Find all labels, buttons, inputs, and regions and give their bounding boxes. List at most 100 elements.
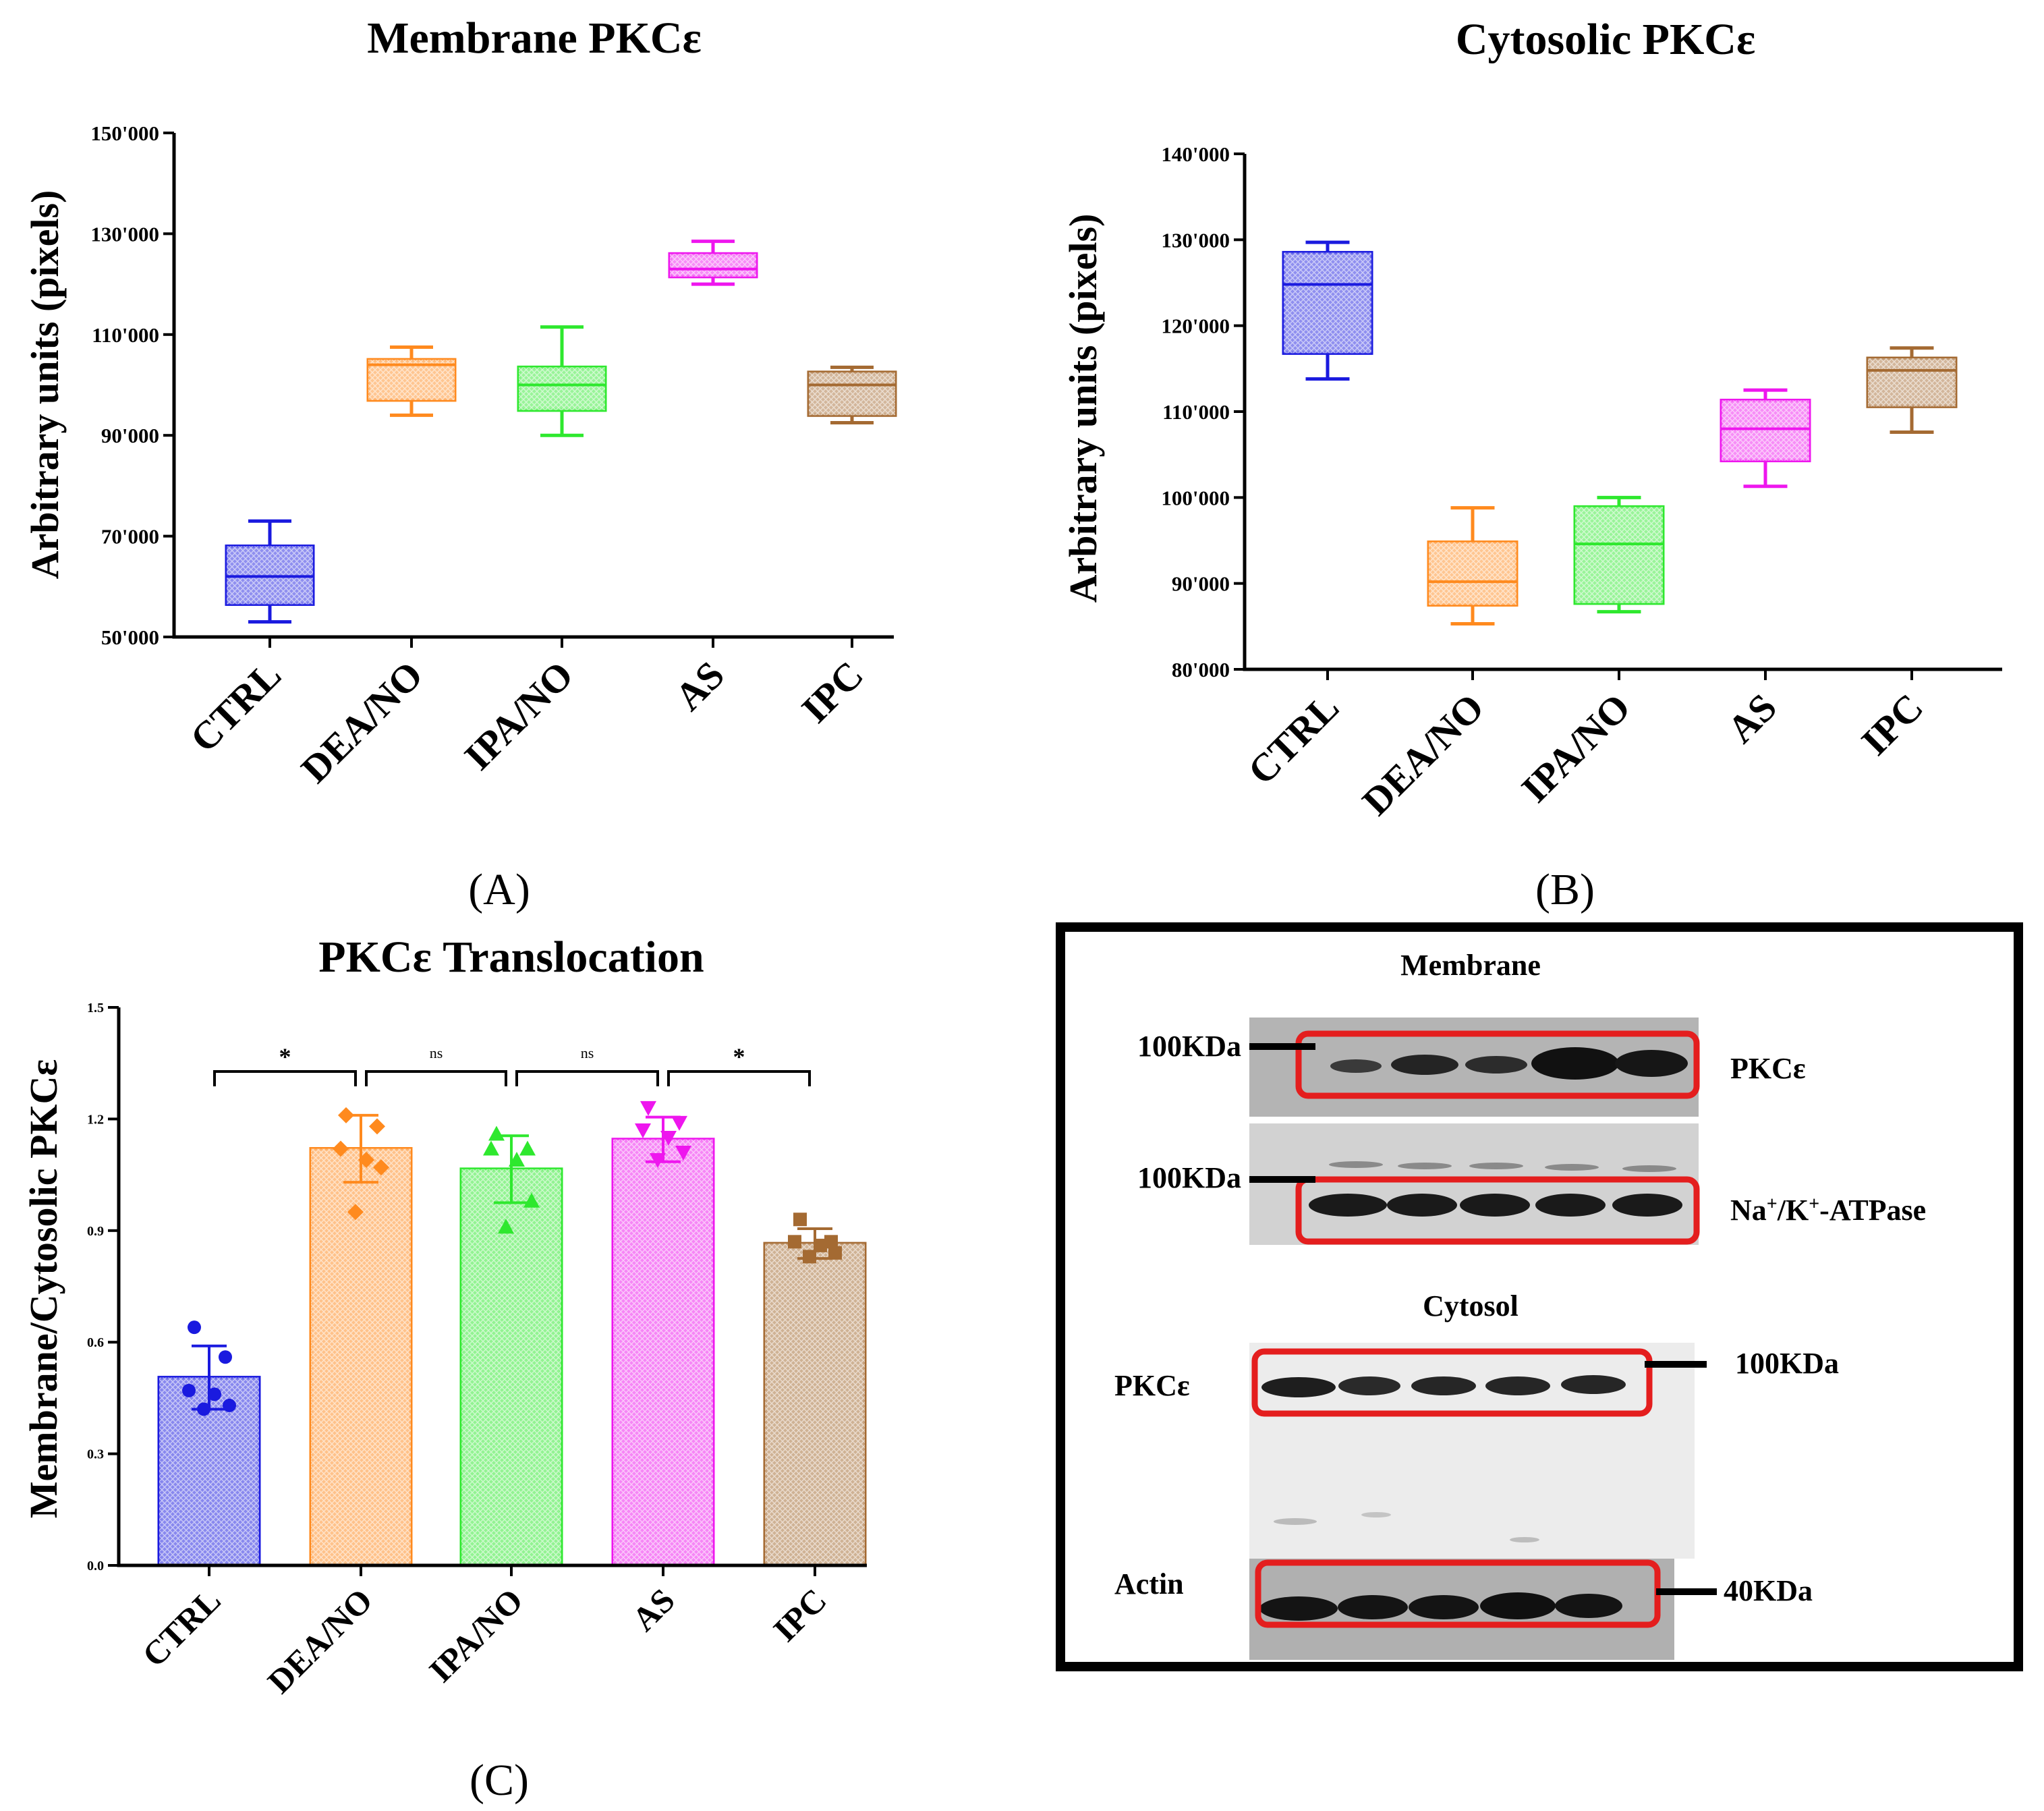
- mw-label: 100KDa: [1137, 1030, 1241, 1063]
- data-point: [824, 1235, 838, 1249]
- y-tick-label: 0.6: [87, 1335, 104, 1350]
- x-tick-label: IPA/NO: [1513, 685, 1639, 810]
- axis-lines: [172, 133, 894, 639]
- data-point: [635, 1123, 651, 1138]
- box-hatch: [519, 367, 605, 410]
- data-point: [675, 1146, 691, 1161]
- chart-title: Membrane PKCε: [367, 13, 702, 63]
- x-axis-ticks: CTRL DEA/NO IPA/NO AS IPC: [135, 1565, 834, 1700]
- bar-hatch: [311, 1148, 411, 1565]
- cytosol-heading: Cytosol: [1423, 1289, 1518, 1322]
- box-hatch: [1868, 358, 1956, 407]
- y-tick-label: 50'000: [101, 625, 159, 649]
- data-point: [223, 1398, 236, 1412]
- x-tick-label: AS: [666, 652, 733, 719]
- significance-label: ns: [430, 1044, 443, 1061]
- data-point: [358, 1152, 374, 1169]
- y-tick-label: 0.9: [87, 1224, 104, 1239]
- protein-label: Na+/K+-ATPase: [1730, 1194, 1926, 1227]
- data-point: [828, 1246, 842, 1260]
- bar-ctrl: [157, 1320, 261, 1567]
- box-hatch: [670, 254, 756, 277]
- data-point: [182, 1383, 196, 1397]
- protein-label: PKCε: [1730, 1052, 1806, 1085]
- x-tick-label: AS: [1719, 685, 1785, 751]
- x-tick-label: DEA/NO: [260, 1581, 380, 1700]
- data-point: [338, 1107, 354, 1123]
- box-hatch: [809, 372, 895, 416]
- blot-strip-membrane-atpase: [1249, 1123, 1700, 1245]
- plot-area: [1282, 240, 1958, 626]
- panel-label-a: (A): [468, 865, 530, 914]
- chart-title: Cytosolic PKCε: [1456, 15, 1755, 64]
- data-point: [197, 1402, 210, 1416]
- x-axis-ticks: CTRL DEA/NO IPA/NO AS IPC: [1239, 669, 1931, 824]
- y-tick-label: 130'000: [1161, 228, 1230, 252]
- chart-cytosolic-pkc: Cytosolic PKCε Arbitrary units (pixels) …: [1061, 15, 2002, 914]
- significance-label: ns: [581, 1044, 594, 1061]
- y-axis-ticks: 0.0 0.3 0.6 0.9 1.2 1.5: [87, 1001, 119, 1573]
- bracket: *: [213, 1043, 357, 1086]
- data-point: [488, 1125, 505, 1141]
- y-tick-label: 110'000: [1162, 400, 1230, 424]
- highlight-box: [1251, 1348, 1653, 1417]
- data-point: [483, 1140, 499, 1156]
- blot-strip-cytosol: [1249, 1343, 1695, 1559]
- x-tick-label: CTRL: [1239, 685, 1347, 793]
- highlight-box: [1295, 1176, 1700, 1245]
- panel-label-c: (C): [470, 1756, 529, 1805]
- x-tick-label: IPC: [1853, 685, 1932, 764]
- bracket-line: [667, 1070, 811, 1086]
- data-point: [188, 1320, 201, 1335]
- y-tick-label: 140'000: [1161, 142, 1230, 166]
- data-point: [208, 1387, 221, 1401]
- y-tick-label: 1.2: [87, 1112, 104, 1127]
- x-tick-label: DEA/NO: [1354, 685, 1492, 823]
- box-hatch: [1575, 507, 1663, 603]
- y-tick-label: 90'000: [101, 424, 159, 447]
- data-point: [793, 1213, 807, 1227]
- y-tick-label: 70'000: [101, 525, 159, 549]
- bracket: ns: [365, 1044, 507, 1086]
- x-axis-ticks: CTRL DEA/NO IPA/NO AS IPC: [181, 637, 872, 791]
- x-tick-label: IPC: [793, 652, 872, 731]
- western-blot-panel: Membrane Cytosol 100KDa PKCε: [1056, 922, 2023, 1671]
- box-hatch: [1722, 400, 1809, 461]
- bracket-line: [213, 1070, 357, 1086]
- box-as: [1720, 388, 1811, 489]
- bracket: ns: [515, 1044, 659, 1086]
- data-point: [369, 1118, 385, 1135]
- mw-label: 100KDa: [1137, 1161, 1241, 1194]
- axis-lines: [117, 1007, 867, 1567]
- box-ipa-no: [1573, 495, 1665, 614]
- chart-pkc-translocation: PKCε Translocation Membrane/Cytosolic PK…: [22, 932, 867, 1805]
- y-tick-label: 80'000: [1172, 658, 1230, 681]
- mw-label: 40KDa: [1724, 1574, 1813, 1607]
- data-point: [219, 1350, 232, 1364]
- bar-hatch: [461, 1169, 561, 1565]
- significance-label: *: [733, 1043, 745, 1070]
- y-tick-label: 0.0: [87, 1559, 104, 1573]
- y-tick-label: 130'000: [90, 222, 159, 246]
- y-axis-label: Membrane/Cytosolic PKCε: [22, 1059, 65, 1518]
- mw-label: 100KDa: [1735, 1347, 1839, 1380]
- bar-hatch: [765, 1244, 865, 1565]
- bar-dea-no: [309, 1107, 413, 1567]
- highlight-box: [1295, 1030, 1700, 1099]
- x-tick-label: CTRL: [181, 652, 289, 760]
- data-point: [671, 1115, 687, 1131]
- x-tick-label: DEA/NO: [293, 652, 431, 791]
- significance-brackets: * ns ns *: [213, 1043, 811, 1086]
- bar-ipa-no: [459, 1125, 563, 1567]
- y-tick-label: 110'000: [92, 323, 159, 347]
- data-point: [803, 1250, 816, 1264]
- y-tick-label: 1.5: [87, 1001, 104, 1015]
- data-point: [523, 1192, 540, 1208]
- box-hatch: [368, 360, 455, 400]
- box-dea-no: [1427, 506, 1518, 626]
- y-tick-label: 0.3: [87, 1447, 104, 1462]
- data-point: [650, 1153, 666, 1169]
- y-tick-label: 100'000: [1161, 486, 1230, 509]
- box-ctrl: [1282, 240, 1373, 381]
- significance-label: *: [279, 1043, 291, 1070]
